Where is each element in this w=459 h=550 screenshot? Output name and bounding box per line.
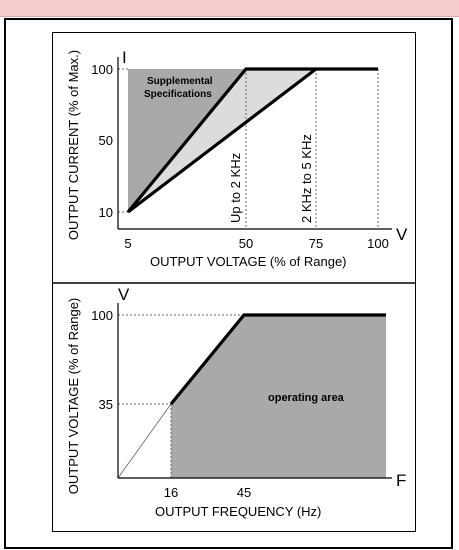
curve-label-2khz-to-5khz: 2 KHz to 5 KHz bbox=[299, 134, 314, 223]
bottom-y-tick-35: 35 bbox=[99, 397, 113, 412]
top-bar bbox=[0, 0, 459, 17]
top-x-tick-100: 100 bbox=[367, 236, 389, 251]
operating-area-region bbox=[171, 315, 386, 478]
top-y-tick-100: 100 bbox=[91, 62, 113, 77]
top-x-axis-title: OUTPUT VOLTAGE (% of Range) bbox=[150, 254, 347, 269]
bottom-y-axis-title: OUTPUT VOLTAGE (% of Range) bbox=[66, 298, 81, 495]
bottom-y-symbol: V bbox=[118, 285, 130, 304]
operating-area-label: operating area bbox=[268, 392, 345, 404]
curve-up-to-2khz bbox=[126, 67, 378, 214]
supplemental-label-line1: Supplemental bbox=[147, 76, 213, 87]
bottom-x-tick-45: 45 bbox=[237, 485, 251, 500]
bottom-x-symbol: F bbox=[396, 471, 406, 490]
curve-2khz-to-5khz bbox=[127, 67, 317, 214]
operating-boundary bbox=[169, 313, 386, 406]
top-y-axis-title: OUTPUT CURRENT (% of Max.) bbox=[66, 50, 81, 240]
top-x-tick-5: 5 bbox=[124, 236, 131, 251]
low-frequency-line bbox=[117, 403, 172, 479]
bottom-y-tick-100: 100 bbox=[91, 308, 113, 323]
top-chart: I V 100 50 10 5 50 75 100 OUTPUT VOLTAGE… bbox=[66, 48, 408, 269]
top-x-tick-50: 50 bbox=[239, 236, 253, 251]
bottom-x-tick-16: 16 bbox=[164, 485, 178, 500]
top-x-symbol: V bbox=[396, 225, 408, 244]
top-y-symbol: I bbox=[122, 48, 127, 67]
bottom-chart: V F 100 35 16 45 OUTPUT FREQUENCY (Hz) O… bbox=[66, 285, 406, 519]
curve-label-up-to-2khz: Up to 2 KHz bbox=[228, 153, 243, 223]
top-y-tick-10: 10 bbox=[99, 205, 113, 220]
bottom-x-axis-title: OUTPUT FREQUENCY (Hz) bbox=[155, 504, 321, 519]
supplemental-label-line2: Specifications bbox=[144, 89, 212, 100]
top-x-tick-75: 75 bbox=[309, 236, 323, 251]
top-y-tick-50: 50 bbox=[99, 133, 113, 148]
